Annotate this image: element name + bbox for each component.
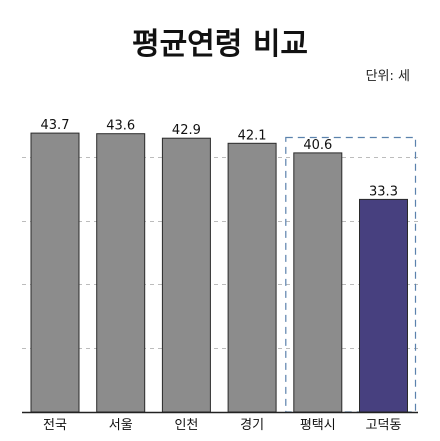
value-label-경기: 42.1 [238,128,267,143]
category-label-경기: 경기 [240,418,264,433]
category-label-서울: 서울 [109,418,133,433]
bar-전국 [30,132,80,413]
bars [30,132,408,413]
bar-인천 [161,137,211,413]
bar-고덕동 [359,198,408,413]
bar-서울 [96,133,146,413]
bar-경기 [227,142,277,413]
grid-lines [22,157,418,349]
unit-note: 단위: 세 [366,69,410,84]
bar-평택시 [293,152,343,413]
value-label-서울: 43.6 [106,119,135,134]
category-label-평택시: 평택시 [300,418,336,433]
category-label-전국: 전국 [43,418,67,433]
chart-title: 평균연령 비교 [132,27,308,62]
value-label-전국: 43.7 [41,118,70,133]
category-label-인천: 인천 [174,418,198,433]
category-labels: 전국 서울 인천 경기 평택시 고덕동 [43,418,401,433]
category-label-고덕동: 고덕동 [366,418,402,433]
value-label-고덕동: 33.3 [369,184,398,199]
value-label-인천: 42.9 [172,123,201,138]
value-label-평택시: 40.6 [303,138,332,153]
value-labels: 43.7 43.6 42.9 42.1 40.6 33.3 [41,118,398,199]
